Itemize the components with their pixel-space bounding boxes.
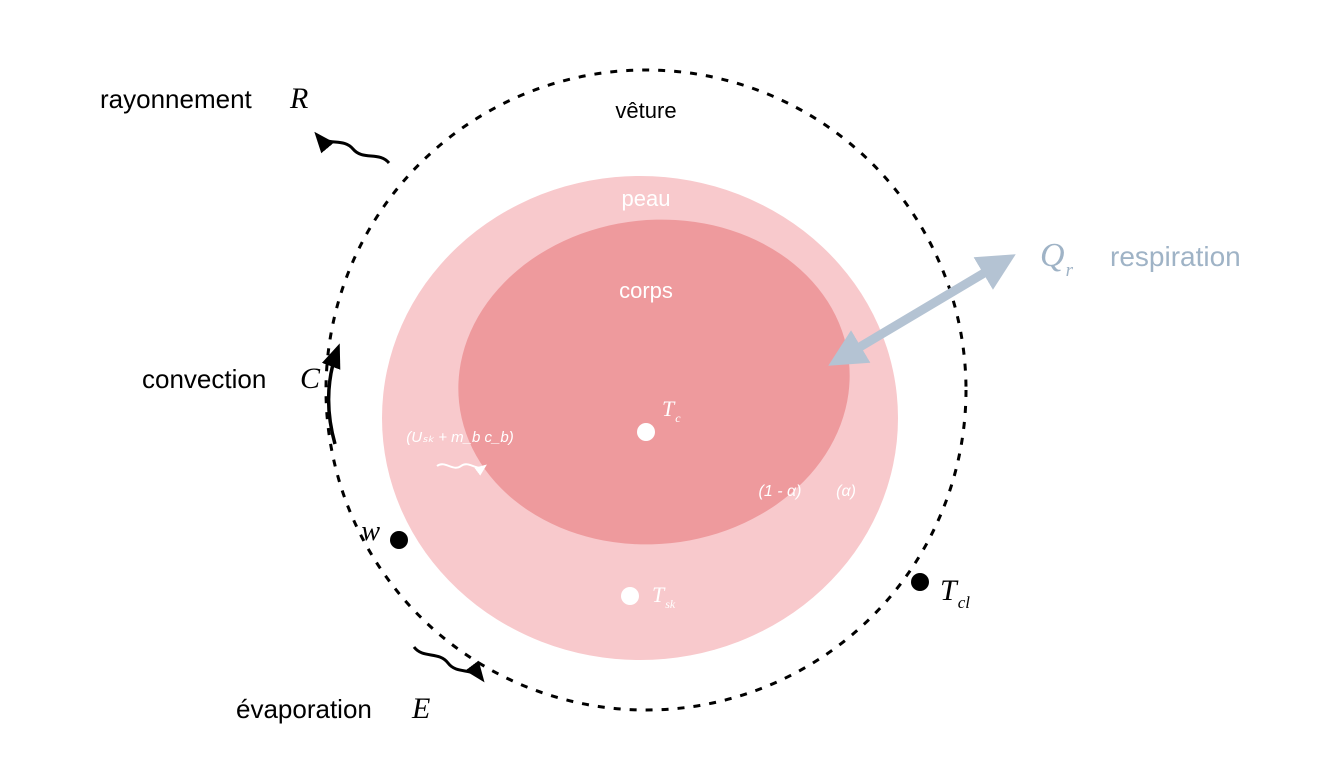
tcl-dot xyxy=(911,573,929,591)
usk-expression: (Uₛₖ + m_b c_b) xyxy=(406,429,513,446)
rayonnement-symbol: R xyxy=(289,82,308,115)
respiration-label: respiration xyxy=(1110,241,1241,272)
respiration-symbol: Qr xyxy=(1040,237,1074,281)
tcl-symbol: Tcl xyxy=(940,574,970,612)
veture-label: vêture xyxy=(615,98,676,123)
w-dot xyxy=(390,531,408,549)
alpha-in-label: (1 - α) xyxy=(759,483,802,500)
convection-symbol: C xyxy=(300,362,321,395)
rayonnement-label: rayonnement xyxy=(100,84,253,114)
convection-arrow xyxy=(329,348,338,444)
rayonnement-arrow xyxy=(317,135,389,163)
convection-label: convection xyxy=(142,364,266,394)
corps-label: corps xyxy=(619,278,673,303)
alpha-out-label: (α) xyxy=(836,483,856,500)
tc-dot xyxy=(637,423,655,441)
evaporation-arrow xyxy=(414,647,482,679)
evaporation-symbol: E xyxy=(411,692,430,725)
tsk-dot xyxy=(621,587,639,605)
w-symbol: w xyxy=(361,516,380,547)
evaporation-label: évaporation xyxy=(236,694,372,724)
peau-label: peau xyxy=(622,186,671,211)
diagram-svg: vêture peau corps rayonnement R convecti… xyxy=(0,0,1344,781)
diagram-stage: vêture peau corps rayonnement R convecti… xyxy=(0,0,1344,781)
